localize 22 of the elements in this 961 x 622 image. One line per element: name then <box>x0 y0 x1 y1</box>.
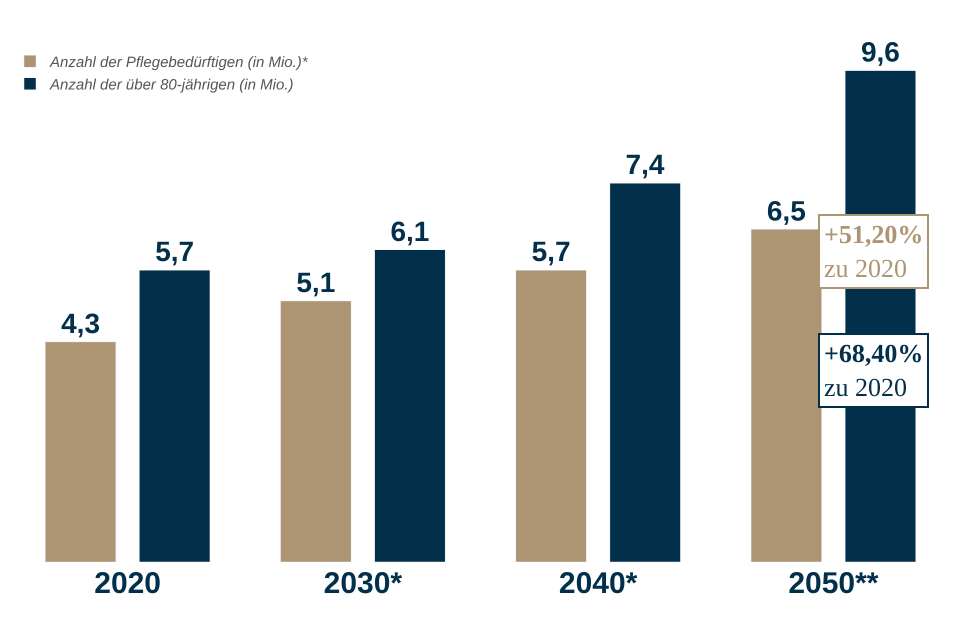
legend-label: Anzahl der Pflegebedürftigen (in Mio.)* <box>49 54 309 72</box>
data-label: 9,6 <box>860 36 900 68</box>
annotation: +68,40% zu 2020 <box>824 339 924 402</box>
bar <box>610 182 681 562</box>
data-label: 5,7 <box>155 236 194 268</box>
x-tick-label: 2030* <box>324 567 402 600</box>
data-label: 6,1 <box>390 216 430 247</box>
legend-label: Anzahl der über 80-jährigen (in Mio.) <box>49 76 294 94</box>
annotation: +51,20% zu 2020 <box>824 220 924 283</box>
data-label: 6,5 <box>766 195 806 226</box>
x-tick-label: 2050** <box>788 567 879 600</box>
bar <box>45 342 116 562</box>
bar <box>280 300 352 562</box>
x-tick-label: 2040* <box>558 567 638 600</box>
bar <box>139 270 210 562</box>
bar <box>516 270 587 562</box>
x-tick-label: 2020 <box>94 567 162 600</box>
bar <box>374 250 446 562</box>
data-label: 5,1 <box>296 266 336 298</box>
data-label: 4,3 <box>61 308 100 339</box>
data-label: 5,7 <box>532 236 571 268</box>
data-label: 7,4 <box>626 149 665 180</box>
